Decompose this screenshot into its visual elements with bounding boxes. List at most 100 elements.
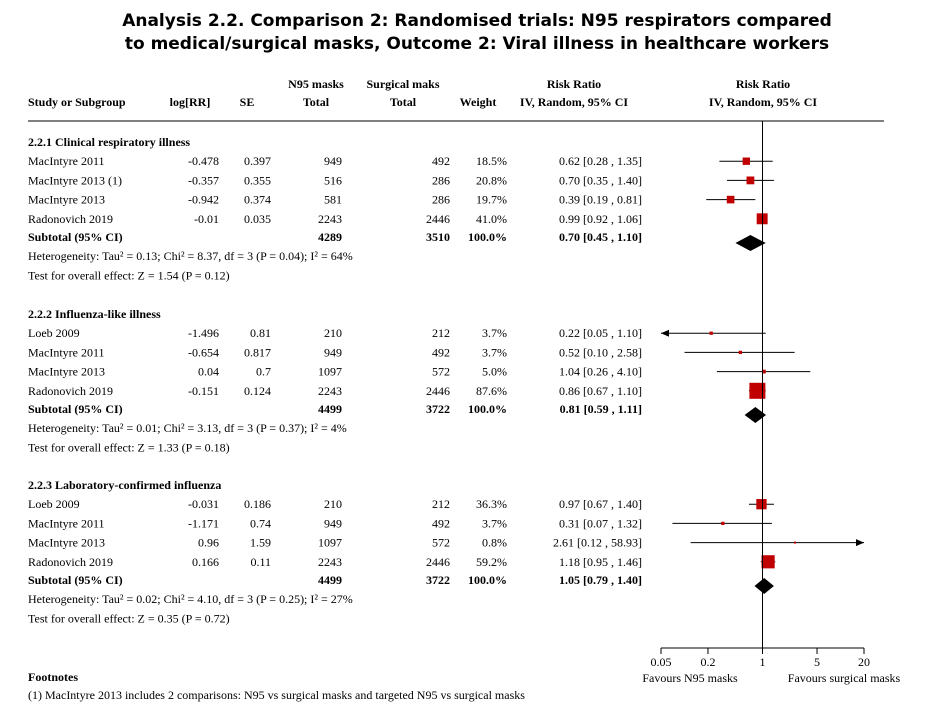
study-logrr: -0.654 <box>188 345 219 359</box>
footnote-1: (1) MacIntyre 2013 includes 2 comparison… <box>28 688 525 702</box>
study-surgical-total: 492 <box>432 516 450 530</box>
study-n95-total: 2243 <box>318 384 342 398</box>
subtotal-diamond <box>735 235 766 251</box>
study-se: 0.11 <box>250 555 271 569</box>
study-se: 0.035 <box>244 212 271 226</box>
study-risk-ratio-ci: 0.97 [0.67 , 1.40] <box>559 497 642 511</box>
effect-square <box>746 176 755 185</box>
study-n95-total: 210 <box>324 326 342 340</box>
study-name: Loeb 2009 <box>28 326 80 340</box>
x-tick-label: 5 <box>814 655 820 669</box>
study-weight: 87.6% <box>476 384 507 398</box>
study-n95-total: 210 <box>324 497 342 511</box>
study-risk-ratio-ci: 0.86 [0.67 , 1.10] <box>559 384 642 398</box>
header-weight: Weight <box>460 95 497 109</box>
footnotes-heading: Footnotes <box>28 670 78 684</box>
study-risk-ratio-ci: 0.39 [0.19 , 0.81] <box>559 193 642 207</box>
study-risk-ratio-ci: 0.22 [0.05 , 1.10] <box>559 326 642 340</box>
subtotal-surgical-total: 3722 <box>426 402 450 416</box>
study-logrr: 0.166 <box>192 555 219 569</box>
study-surgical-total: 2446 <box>426 555 450 569</box>
study-risk-ratio-ci: 0.52 [0.10 , 2.58] <box>559 345 642 359</box>
study-se: 0.124 <box>244 384 271 398</box>
study-risk-ratio-ci: 0.70 [0.35 , 1.40] <box>559 173 642 187</box>
effect-square <box>726 195 735 204</box>
study-se: 0.817 <box>244 345 271 359</box>
study-name: MacIntyre 2013 (1) <box>28 173 122 187</box>
study-risk-ratio-ci: 1.04 [0.26 , 4.10] <box>559 365 642 379</box>
title-line-1: Analysis 2.2. Comparison 2: Randomised t… <box>122 11 832 31</box>
subtotal-n95-total: 4499 <box>318 402 342 416</box>
study-logrr: -0.01 <box>194 212 219 226</box>
study-name: Radonovich 2019 <box>28 555 113 569</box>
subtotal-n95-total: 4289 <box>318 230 342 244</box>
heterogeneity-text: Heterogeneity: Tau² = 0.13; Chi² = 8.37,… <box>28 249 353 263</box>
forest-plot-area: 0.05 0.2 1 5 20 Favours N95 masks Favours surg… <box>642 121 901 685</box>
subtotal-risk-ratio-ci: 0.70 [0.45 , 1.10] <box>559 230 642 244</box>
study-surgical-total: 572 <box>432 536 450 550</box>
study-logrr: 0.04 <box>198 365 219 379</box>
study-weight: 18.5% <box>476 154 507 168</box>
study-se: 0.74 <box>250 516 271 530</box>
overall-effect-text: Test for overall effect: Z = 0.35 (P = 0… <box>28 611 230 625</box>
subgroup-heading: 2.2.3 Laboratory-confirmed influenza <box>28 478 221 492</box>
header-rr-method: IV, Random, 95% CI <box>520 95 628 109</box>
study-surgical-total: 492 <box>432 154 450 168</box>
header-surgical-top: Surgical maks <box>366 77 439 91</box>
effect-square <box>709 331 713 335</box>
effect-square <box>738 350 742 355</box>
study-name: MacIntyre 2013 <box>28 365 105 379</box>
subtotal-surgical-total: 3722 <box>426 573 450 587</box>
ci-arrow-right <box>856 539 864 547</box>
study-weight: 59.2% <box>476 555 507 569</box>
x-tick-label: 20 <box>858 655 870 669</box>
overall-effect-text: Test for overall effect: Z = 1.33 (P = 0… <box>28 440 230 454</box>
study-logrr: 0.96 <box>198 536 219 550</box>
header-rr-top: Risk Ratio <box>547 77 601 91</box>
title-line-2: to medical/surgical masks, Outcome 2: Vi… <box>125 34 829 54</box>
study-n95-total: 581 <box>324 193 342 207</box>
study-n95-total: 949 <box>324 516 342 530</box>
column-headers: Study or Subgroup log[RR] SE N95 masks T… <box>28 77 817 109</box>
subtotal-label: Subtotal (95% CI) <box>28 230 123 244</box>
study-n95-total: 949 <box>324 154 342 168</box>
study-weight: 5.0% <box>482 365 507 379</box>
study-n95-total: 1097 <box>318 365 342 379</box>
ci-arrow-left <box>661 329 669 337</box>
study-se: 0.7 <box>256 365 271 379</box>
study-weight: 0.8% <box>482 536 507 550</box>
study-risk-ratio-ci: 0.31 [0.07 , 1.32] <box>559 516 642 530</box>
study-name: MacIntyre 2011 <box>28 345 105 359</box>
study-surgical-total: 286 <box>432 193 450 207</box>
heterogeneity-text: Heterogeneity: Tau² = 0.01; Chi² = 3.13,… <box>28 421 347 435</box>
subtotal-surgical-total: 3510 <box>426 230 450 244</box>
subtotal-n95-total: 4499 <box>318 573 342 587</box>
subtotal-diamond <box>744 407 767 423</box>
effect-square <box>761 555 775 569</box>
subtotal-weight: 100.0% <box>468 230 507 244</box>
study-n95-total: 1097 <box>318 536 342 550</box>
header-logrr: log[RR] <box>170 95 211 109</box>
study-risk-ratio-ci: 2.61 [0.12 , 58.93] <box>553 536 642 550</box>
effect-square <box>749 382 766 399</box>
header-se: SE <box>240 95 255 109</box>
x-tick-label: 0.2 <box>700 655 715 669</box>
study-n95-total: 516 <box>324 173 342 187</box>
study-logrr: -0.478 <box>188 154 219 168</box>
subgroup-heading: 2.2.1 Clinical respiratory illness <box>28 135 190 149</box>
study-weight: 3.7% <box>482 326 507 340</box>
table-rows: 2.2.1 Clinical respiratory illness MacInt… <box>28 135 642 625</box>
study-se: 0.355 <box>244 173 271 187</box>
study-name: MacIntyre 2011 <box>28 516 105 530</box>
study-surgical-total: 572 <box>432 365 450 379</box>
heterogeneity-text: Heterogeneity: Tau² = 0.02; Chi² = 4.10,… <box>28 592 353 606</box>
study-surgical-total: 2446 <box>426 384 450 398</box>
study-logrr: -0.357 <box>188 173 219 187</box>
effect-square <box>742 157 750 165</box>
study-n95-total: 949 <box>324 345 342 359</box>
study-weight: 3.7% <box>482 345 507 359</box>
study-risk-ratio-ci: 0.62 [0.28 , 1.35] <box>559 154 642 168</box>
study-se: 0.374 <box>244 193 271 207</box>
study-logrr: -0.151 <box>188 384 219 398</box>
